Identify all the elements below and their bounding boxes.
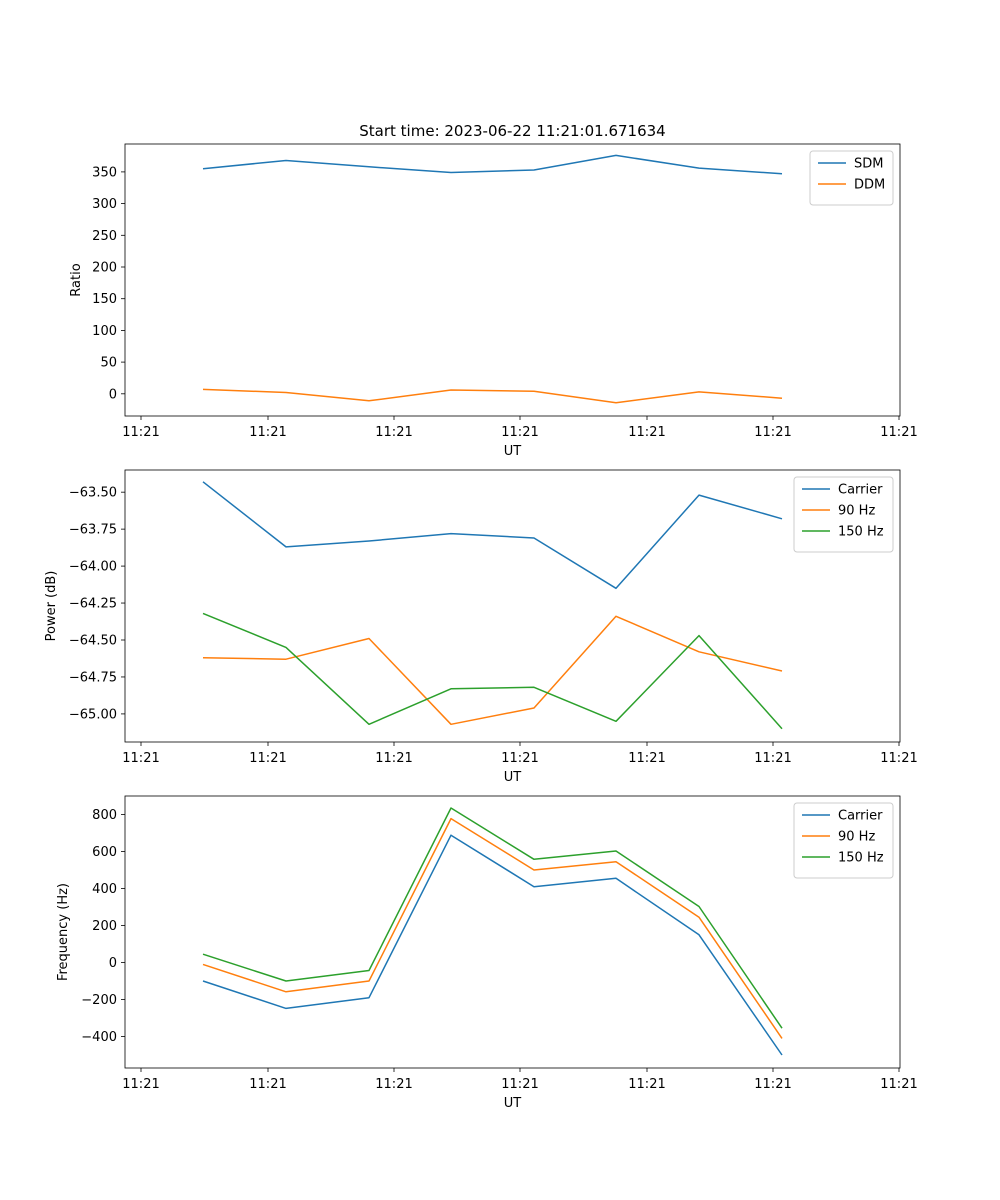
x-tick-label: 11:21 [754,751,791,766]
y-tick-label: 300 [92,197,117,212]
legend: SDM DDM [809,150,894,206]
y-tick-label: 400 [92,882,117,897]
y-tick-label: −63.50 [69,486,117,501]
legend-label: Carrier [838,809,883,824]
series-line-90-hz [202,817,783,1039]
y-tick-label: 350 [92,165,117,180]
series-line-150-hz [202,807,783,1029]
series-line-carrier [202,481,783,590]
y-tick-label: −63.75 [69,523,117,538]
legend-box [793,476,894,553]
x-tick-label: 11:21 [375,425,412,440]
y-tick-label: −65.00 [69,707,117,722]
x-axis-label: UT [504,770,522,785]
y-axis-label: Frequency (Hz) [56,883,71,981]
y-tick-label: 100 [92,324,117,339]
y-tick-label: −64.00 [69,560,117,575]
x-tick-label: 11:21 [122,425,159,440]
chart-panels: 11:21 11:21 11:21 11:21 11:21 11:21 11:21 UT 0 50… [44,143,918,1111]
x-axis-label: UT [504,1096,522,1111]
x-axis-label: UT [504,444,522,459]
y-tick-label: 200 [92,261,117,276]
legend-label: SDM [854,157,883,172]
x-tick-label: 11:21 [628,1077,665,1092]
x-tick-label: 11:21 [501,751,538,766]
y-tick-label: −200 [81,993,117,1008]
x-tick-label: 11:21 [880,1077,917,1092]
y-tick-label: −64.50 [69,634,117,649]
y-tick-label: 150 [92,292,117,307]
legend-label: 90 Hz [838,504,875,519]
x-tick-label: 11:21 [880,425,917,440]
series-line-sdm [202,154,783,175]
series-line-ddm [202,388,783,404]
y-tick-label: 800 [92,808,117,823]
legend-label: 150 Hz [838,851,884,866]
axes-frame [124,795,901,1069]
chart-panel-3: 11:21 11:21 11:21 11:21 11:21 11:21 11:21 UT 800… [56,795,918,1111]
x-tick-label: 11:21 [501,425,538,440]
x-tick-label: 11:21 [501,1077,538,1092]
legend-label: 90 Hz [838,830,875,845]
series-lines [202,807,783,1056]
y-tick-label: 50 [100,356,117,371]
x-tick-label: 11:21 [122,1077,159,1092]
series-lines [202,154,783,404]
x-tick-label: 11:21 [249,1077,286,1092]
figure-title: Start time: 2023-06-22 11:21:01.671634 [359,122,665,140]
legend: Carrier 90 Hz 150 Hz [793,476,894,553]
x-tick-label: 11:21 [375,1077,412,1092]
x-tick-label: 11:21 [880,751,917,766]
axes-frame [124,469,901,743]
chart-panel-2: 11:21 11:21 11:21 11:21 11:21 11:21 11:21 UT −63… [44,469,918,785]
legend-label: Carrier [838,483,883,498]
y-tick-label: 0 [109,387,117,402]
y-tick-label: 250 [92,229,117,244]
series-line-carrier [202,834,783,1056]
x-tick-label: 11:21 [249,425,286,440]
x-tick-label: 11:21 [754,1077,791,1092]
x-tick-label: 11:21 [122,751,159,766]
x-tick-label: 11:21 [628,425,665,440]
legend-box [809,150,894,206]
series-line-150-hz [202,612,783,730]
series-lines [202,481,783,730]
series-line-90-hz [202,615,783,726]
legend-box [793,802,894,879]
x-tick-label: 11:21 [754,425,791,440]
x-tick-label: 11:21 [375,751,412,766]
legend-label: 150 Hz [838,525,884,540]
y-tick-label: 0 [109,956,117,971]
legend-label: DDM [854,178,885,193]
x-tick-label: 11:21 [628,751,665,766]
legend: Carrier 90 Hz 150 Hz [793,802,894,879]
y-tick-label: −400 [81,1030,117,1045]
y-axis-label: Power (dB) [44,571,59,642]
y-tick-label: 600 [92,845,117,860]
axes-frame [124,143,901,417]
y-tick-label: −64.25 [69,597,117,612]
x-tick-label: 11:21 [249,751,286,766]
y-tick-label: 200 [92,919,117,934]
chart-panel-1: 11:21 11:21 11:21 11:21 11:21 11:21 11:21 UT 0 50… [69,143,918,459]
y-axis-label: Ratio [69,263,84,296]
y-tick-label: −64.75 [69,670,117,685]
